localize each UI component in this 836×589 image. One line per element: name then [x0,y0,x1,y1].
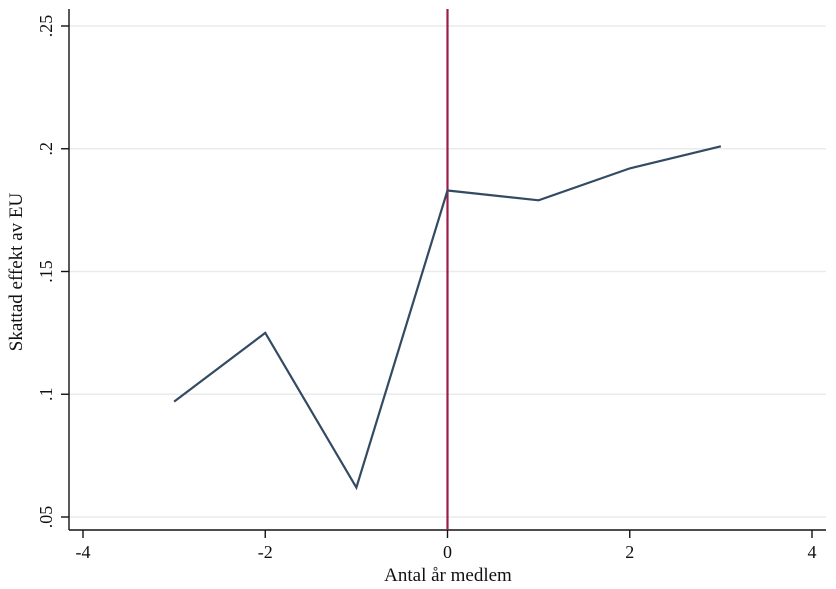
y-tick-label: .2 [36,142,56,156]
x-tick-label: 2 [625,542,634,562]
x-tick-label: 4 [808,542,817,562]
data-series-line [173,145,722,491]
y-tick-label: .1 [36,388,56,402]
y-axis-title: Skattad effekt av EU [6,192,27,351]
x-tick-label: -4 [76,542,91,562]
y-tick-label: .05 [36,506,56,529]
x-tick-label: 0 [443,542,452,562]
data-series-layer [173,9,722,530]
x-tick-label: -2 [258,542,273,562]
y-tick-label: .25 [36,15,56,38]
x-axis-title: Antal år medlem [384,565,512,586]
axes-layer: .05 .1 .15 .2 .25 -4 -2 0 2 4 [36,9,826,562]
y-tick-label: .15 [36,260,56,283]
